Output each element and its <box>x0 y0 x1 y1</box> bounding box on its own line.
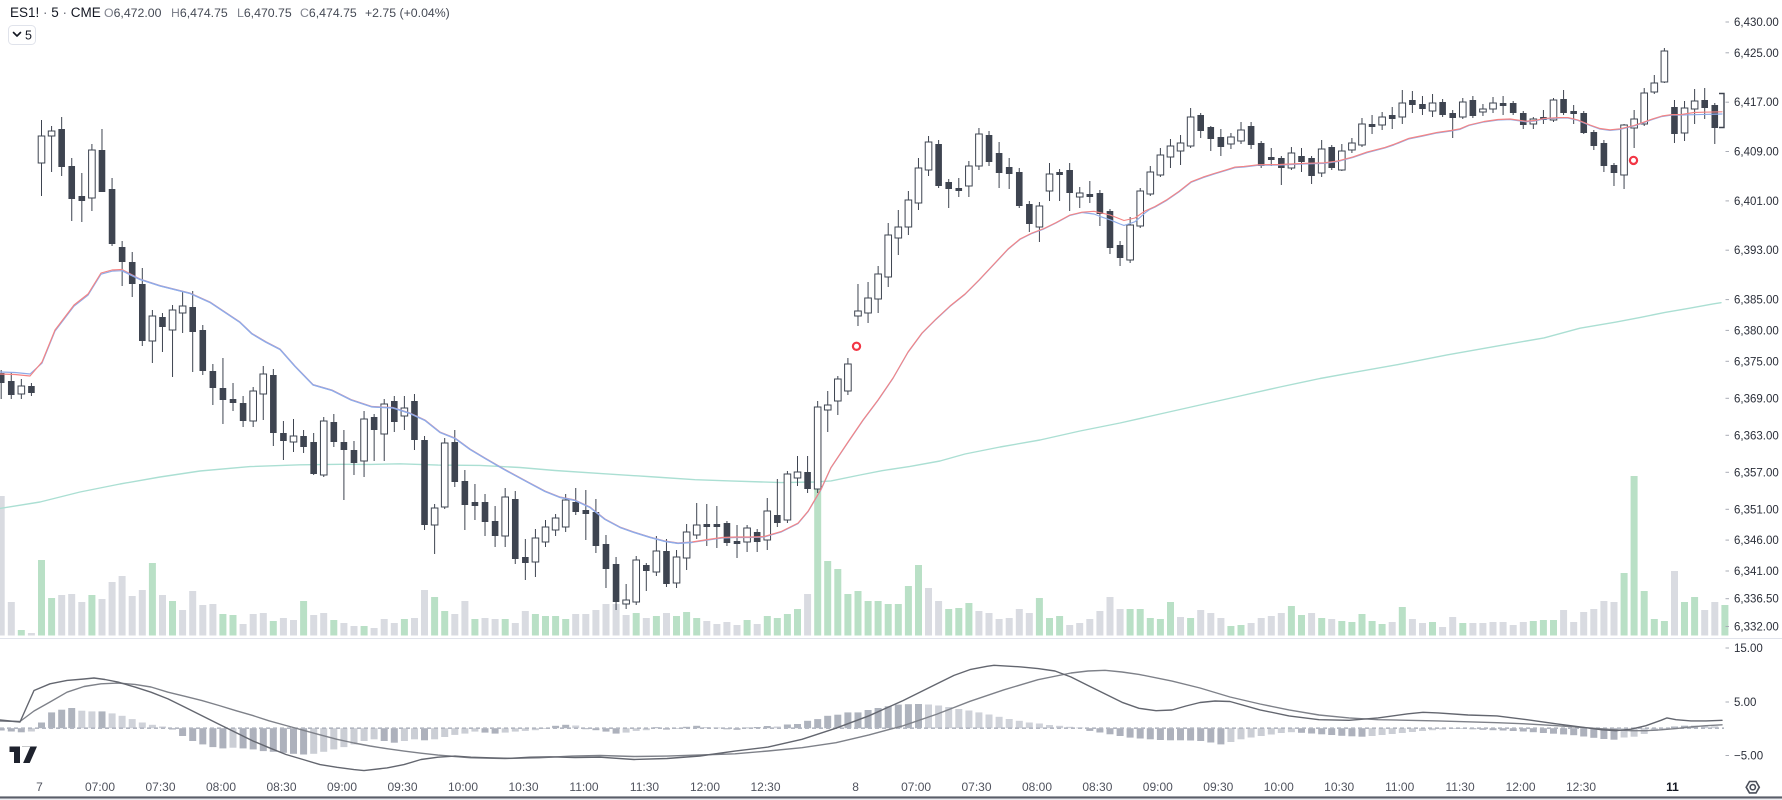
svg-text:6,417.00: 6,417.00 <box>1734 97 1779 109</box>
svg-text:07:00: 07:00 <box>901 780 931 794</box>
svg-text:07:30: 07:30 <box>145 780 175 794</box>
svg-text:6,409.00: 6,409.00 <box>1734 147 1779 159</box>
svg-text:6,385.00: 6,385.00 <box>1734 295 1779 307</box>
svg-text:L6,470.75: L6,470.75 <box>237 6 292 20</box>
svg-text:7: 7 <box>36 780 43 794</box>
svg-text:6,401.00: 6,401.00 <box>1734 196 1779 208</box>
svg-text:C6,474.75: C6,474.75 <box>300 6 357 20</box>
svg-text:15.00: 15.00 <box>1734 643 1763 655</box>
svg-text:6,393.00: 6,393.00 <box>1734 245 1779 257</box>
svg-text:6,341.00: 6,341.00 <box>1734 566 1779 578</box>
svg-text:08:00: 08:00 <box>206 780 236 794</box>
svg-text:6,425.00: 6,425.00 <box>1734 48 1779 60</box>
svg-text:O6,472.00: O6,472.00 <box>104 6 162 20</box>
svg-text:07:00: 07:00 <box>85 780 115 794</box>
svg-text:11:30: 11:30 <box>1446 780 1475 794</box>
svg-text:H6,474.75: H6,474.75 <box>171 6 228 20</box>
svg-text:11: 11 <box>1666 780 1679 794</box>
svg-text:11:30: 11:30 <box>630 780 659 794</box>
svg-text:5.00: 5.00 <box>1734 697 1756 709</box>
svg-text:12:00: 12:00 <box>1506 780 1536 794</box>
svg-text:12:00: 12:00 <box>690 780 720 794</box>
svg-text:6,363.00: 6,363.00 <box>1734 430 1779 442</box>
svg-text:11:00: 11:00 <box>569 780 598 794</box>
svg-text:6,346.00: 6,346.00 <box>1734 535 1779 547</box>
svg-text:6,332.00: 6,332.00 <box>1734 622 1779 634</box>
svg-text:12:30: 12:30 <box>750 780 780 794</box>
svg-text:5: 5 <box>25 29 32 43</box>
svg-text:6,369.00: 6,369.00 <box>1734 393 1779 405</box>
svg-text:−5.00: −5.00 <box>1734 751 1763 763</box>
svg-text:+2.75 (+0.04%): +2.75 (+0.04%) <box>365 6 450 20</box>
svg-text:08:30: 08:30 <box>266 780 296 794</box>
svg-text:08:00: 08:00 <box>1022 780 1052 794</box>
svg-text:10:00: 10:00 <box>1264 780 1294 794</box>
svg-text:09:30: 09:30 <box>1203 780 1233 794</box>
svg-text:6,336.50: 6,336.50 <box>1734 594 1779 606</box>
svg-text:10:30: 10:30 <box>508 780 538 794</box>
svg-text:8: 8 <box>852 780 859 794</box>
svg-text:09:30: 09:30 <box>387 780 417 794</box>
svg-text:10:00: 10:00 <box>448 780 478 794</box>
svg-text:6,380.00: 6,380.00 <box>1734 325 1779 337</box>
svg-text:07:30: 07:30 <box>961 780 991 794</box>
svg-text:ES1! · 5 · CME: ES1! · 5 · CME <box>10 5 101 20</box>
svg-text:6,430.00: 6,430.00 <box>1734 17 1779 29</box>
svg-text:12:30: 12:30 <box>1566 780 1596 794</box>
svg-text:6,357.00: 6,357.00 <box>1734 467 1779 479</box>
svg-text:09:00: 09:00 <box>1143 780 1173 794</box>
svg-text:11:00: 11:00 <box>1385 780 1414 794</box>
svg-text:6,375.00: 6,375.00 <box>1734 356 1779 368</box>
svg-text:09:00: 09:00 <box>327 780 357 794</box>
svg-text:08:30: 08:30 <box>1082 780 1112 794</box>
svg-text:10:30: 10:30 <box>1324 780 1354 794</box>
svg-text:6,351.00: 6,351.00 <box>1734 504 1779 516</box>
